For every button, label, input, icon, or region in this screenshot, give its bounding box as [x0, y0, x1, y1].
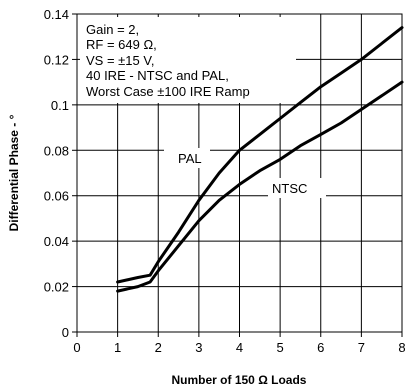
x-tick-label: 2: [155, 340, 162, 355]
y-tick-labels: 0 0.02 0.04 0.06 0.08 0.1 0.12 0.14: [44, 7, 69, 340]
x-tick-label: 7: [358, 340, 365, 355]
x-tick-label: 3: [195, 340, 202, 355]
y-tick-label: 0.12: [44, 52, 69, 67]
series-line-ntsc: [116, 80, 404, 293]
annotation-line-5: Worst Case ±100 IRE Ramp: [86, 84, 250, 99]
x-tick-labels: 0 1 2 3 4 5 6 7 8: [73, 340, 405, 355]
y-tick-label: 0: [62, 325, 69, 340]
series-label-ntsc: NTSC: [272, 181, 307, 196]
y-axis-title: Differential Phase - °: [7, 114, 21, 231]
series-lines: [116, 26, 404, 293]
y-tick-label: 0.06: [44, 189, 69, 204]
x-tick-label: 6: [317, 340, 324, 355]
ntsc-label-background: [268, 178, 326, 198]
x-axis-title: Number of 150 Ω Loads: [172, 373, 307, 387]
y-tick-label: 0.02: [44, 280, 69, 295]
y-tick-label: 0.14: [44, 7, 69, 22]
x-tick-label: 5: [277, 340, 284, 355]
pal-label-background: [164, 148, 210, 168]
y-tick-label: 0.08: [44, 143, 69, 158]
x-tick-label: 8: [398, 340, 405, 355]
annotation-line-1: Gain = 2,: [86, 22, 139, 37]
y-tick-label: 0.04: [44, 234, 69, 249]
annotation-line-3: VS = ±15 V,: [86, 53, 154, 68]
annotation-line-2: RF = 649 Ω,: [86, 37, 157, 52]
x-tick-label: 0: [73, 340, 80, 355]
annotation-background: [80, 17, 296, 103]
y-tick-label: 0.1: [51, 98, 69, 113]
annotation-line-4: 40 IRE - NTSC and PAL,: [86, 68, 229, 83]
series-label-pal: PAL: [178, 151, 202, 166]
series-line-pal: [116, 26, 404, 284]
x-tick-label: 4: [236, 340, 243, 355]
x-tick-label: 1: [114, 340, 121, 355]
